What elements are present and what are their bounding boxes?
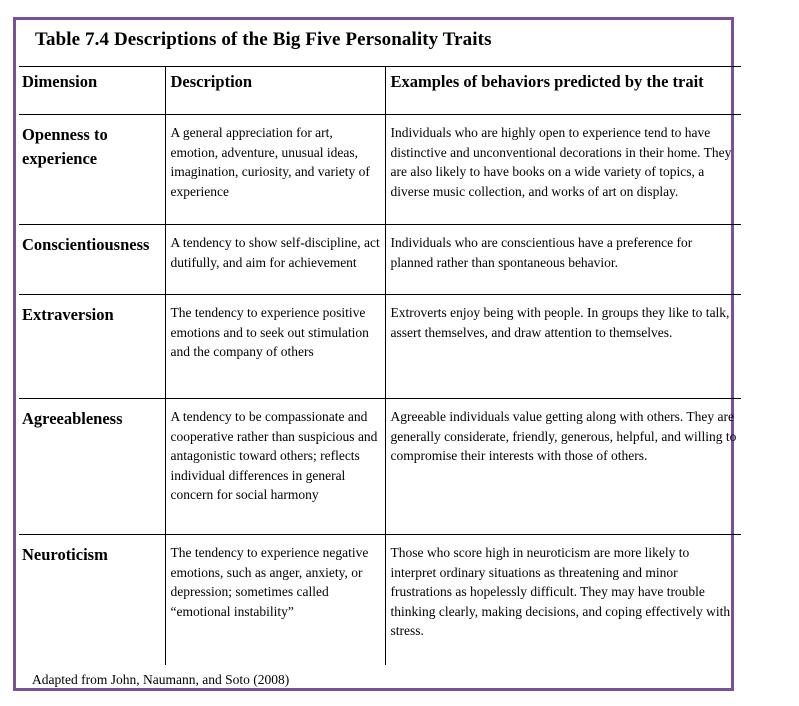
header-description: Description — [164, 66, 386, 115]
table-row: Agreeableness A tendency to be compassio… — [19, 398, 741, 535]
examples-cell: Individuals who are highly open to exper… — [384, 114, 741, 225]
dimension-cell: Extraversion — [19, 294, 166, 399]
dimension-cell: Agreeableness — [19, 398, 166, 535]
dimension-cell: Conscientiousness — [19, 224, 166, 295]
big-five-table: Dimension Description Examples of behavi… — [19, 66, 741, 665]
source-note: Adapted from John, Naumann, and Soto (20… — [32, 672, 290, 687]
examples-cell: Extroverts enjoy being with people. In g… — [384, 294, 741, 399]
dimension-cell: Neuroticism — [19, 534, 166, 665]
table-row: Openness to experience A general appreci… — [19, 114, 741, 225]
header-examples: Examples of behaviors predicted by the t… — [384, 66, 741, 115]
table-row: Conscientiousness A tendency to show sel… — [19, 224, 741, 295]
examples-cell: Those who score high in neuroticism are … — [384, 534, 741, 665]
description-cell: The tendency to experience positive emot… — [164, 294, 386, 399]
description-cell: A tendency to show self-discipline, act … — [164, 224, 386, 295]
examples-cell: Individuals who are conscientious have a… — [384, 224, 741, 295]
examples-cell: Agreeable individuals value getting alon… — [384, 398, 741, 535]
table-caption: Table 7.4 Descriptions of the Big Five P… — [35, 29, 492, 50]
dimension-cell: Openness to experience — [19, 114, 166, 225]
header-row: Dimension Description Examples of behavi… — [19, 66, 741, 115]
table-row: Extraversion The tendency to experience … — [19, 294, 741, 399]
table-frame: Table 7.4 Descriptions of the Big Five P… — [13, 17, 741, 691]
description-cell: A tendency to be compassionate and coope… — [164, 398, 386, 535]
table-row: Neuroticism The tendency to experience n… — [19, 534, 741, 665]
description-cell: The tendency to experience negative emot… — [164, 534, 386, 665]
description-cell: A general appreciation for art, emotion,… — [164, 114, 386, 225]
header-dimension: Dimension — [19, 66, 166, 115]
